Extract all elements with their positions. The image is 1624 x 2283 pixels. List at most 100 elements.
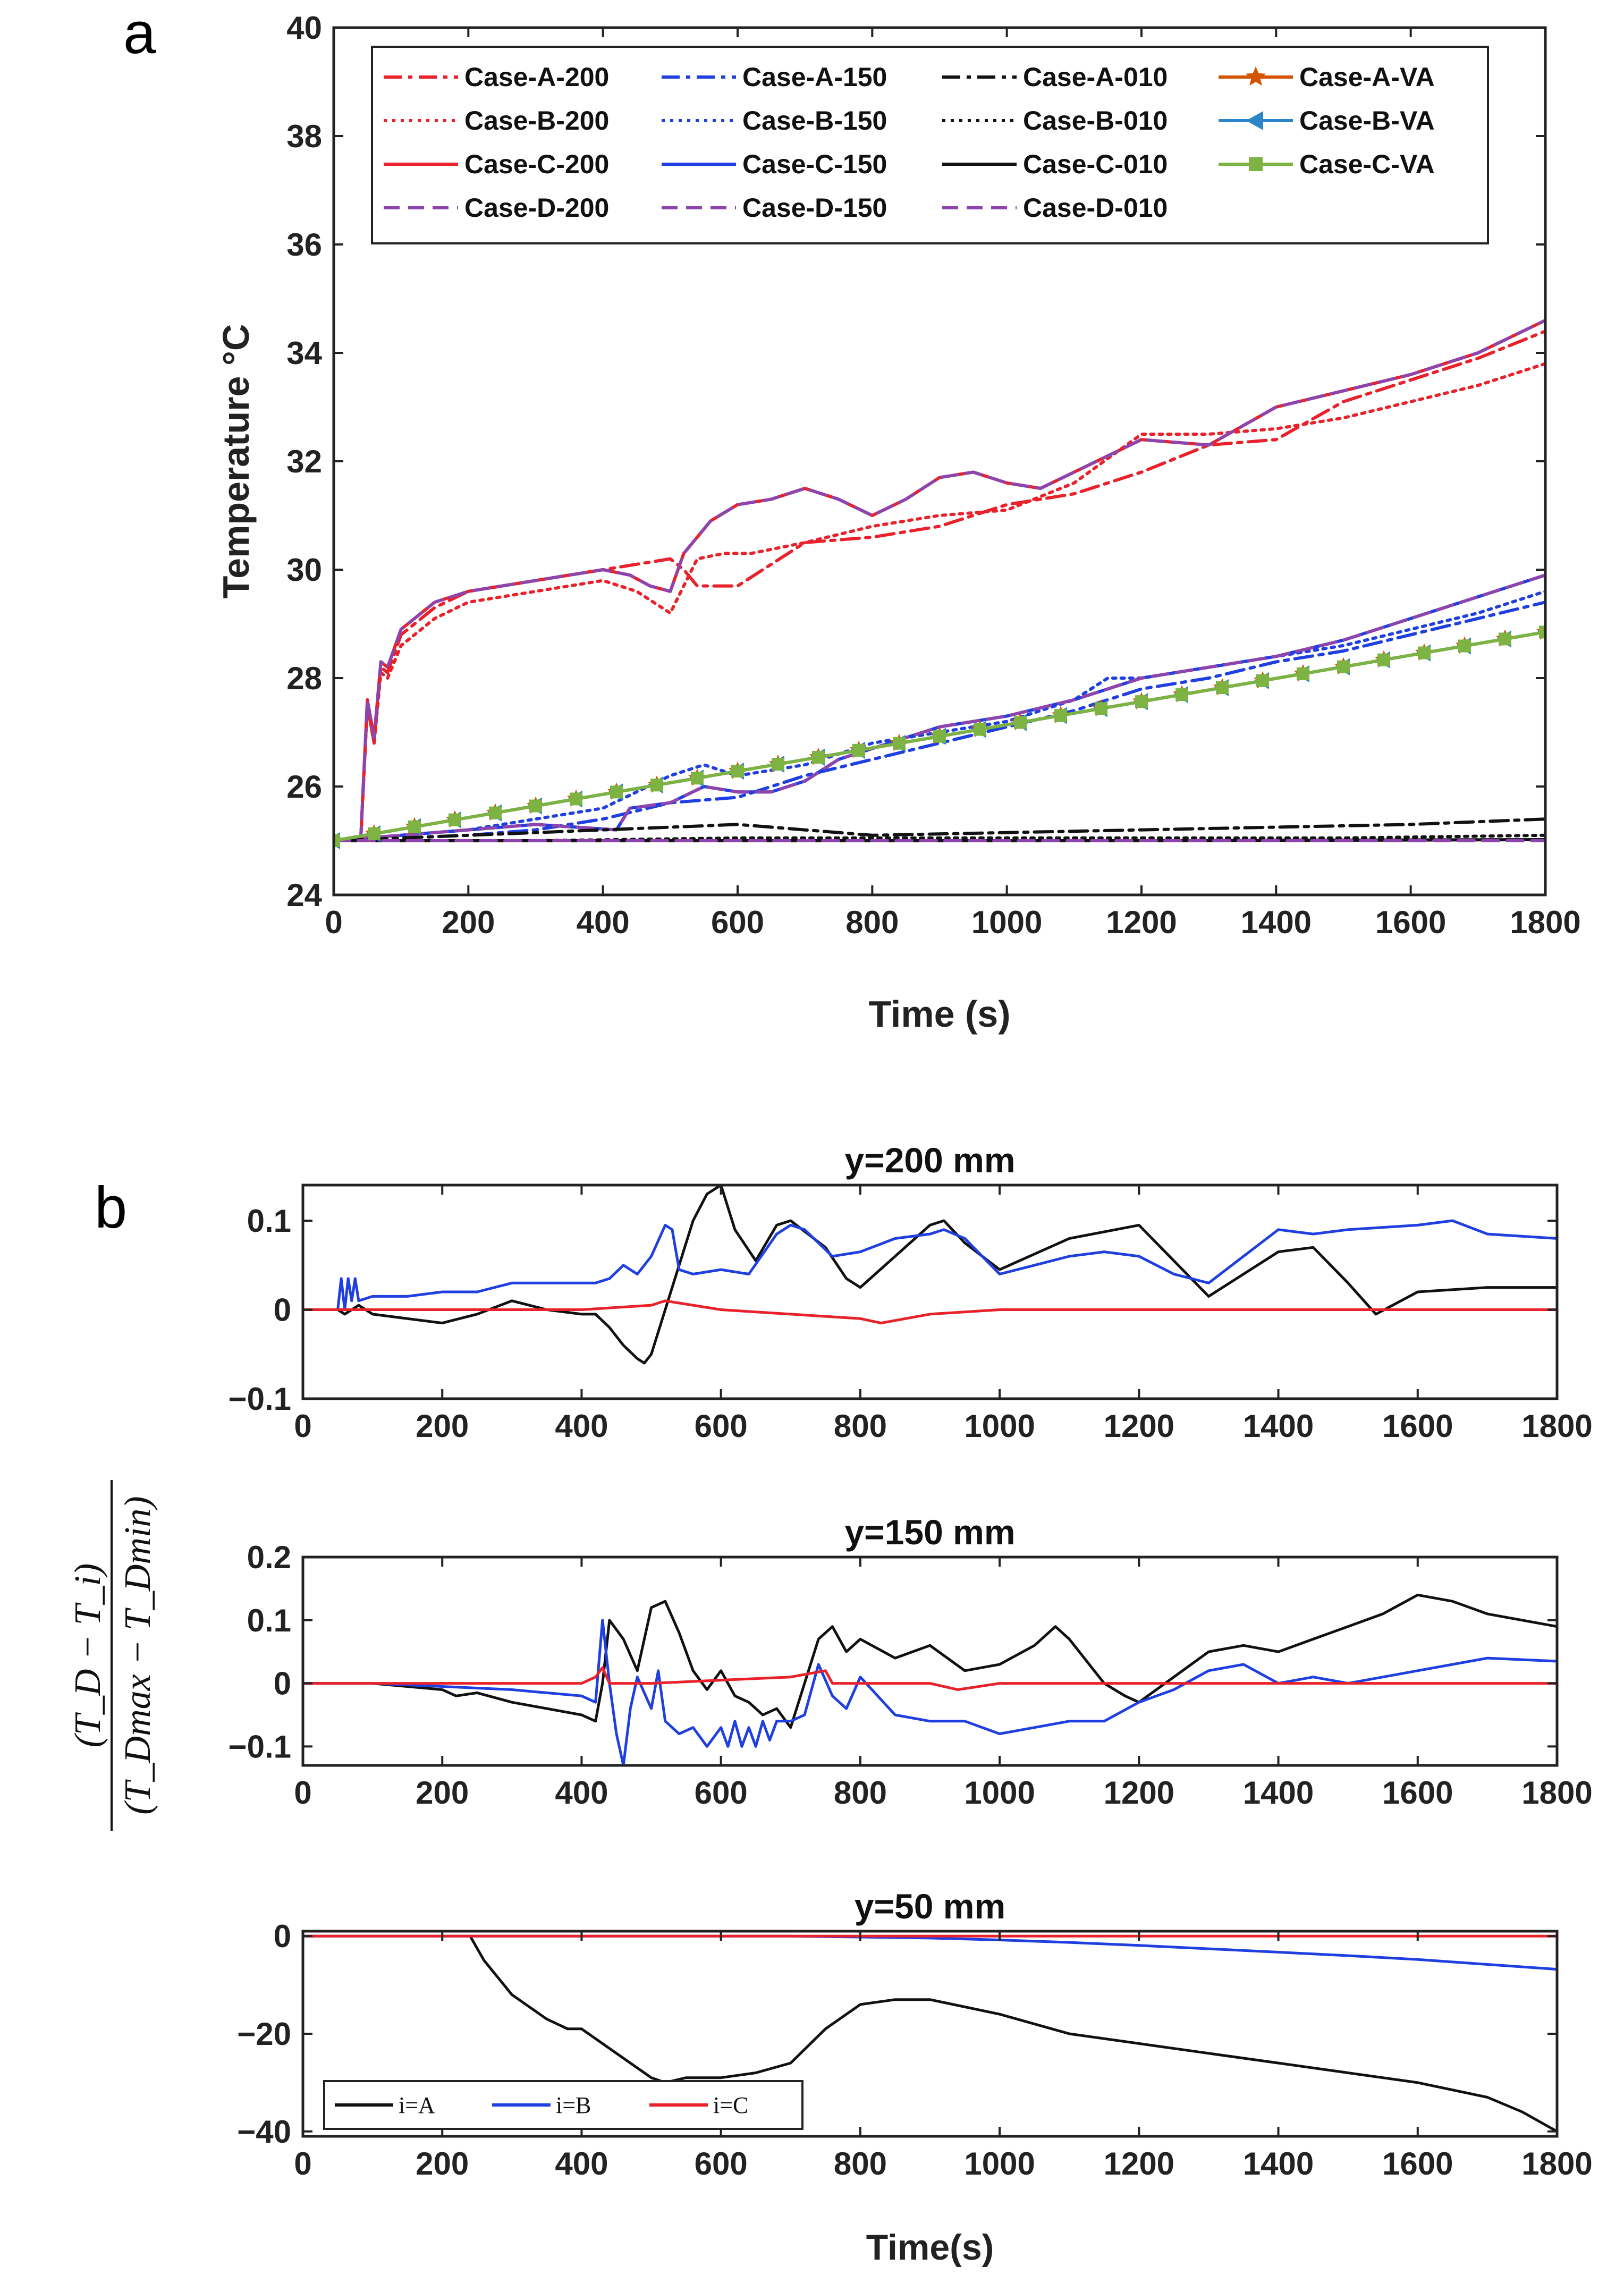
x-tick-label: 600 (695, 2146, 748, 2181)
marker-case-c-va (489, 806, 502, 819)
marker-case-c-va (1256, 674, 1269, 687)
marker-case-c-va (334, 834, 340, 847)
series-line-case-a-150 (334, 601, 1545, 842)
x-tick-label: 1400 (1243, 1408, 1314, 1444)
series-group (303, 1593, 1557, 1765)
marker-case-c-va (570, 792, 582, 806)
legend-label: Case-A-200 (464, 62, 609, 92)
legend-label: i=A (399, 2092, 435, 2118)
legend-frame (371, 46, 1489, 244)
y-tick-label: 26 (286, 769, 322, 805)
x-tick-label: 1800 (1521, 2146, 1592, 2181)
marker-case-c-va (529, 799, 542, 813)
series-line-case-d-200 (334, 318, 1545, 842)
panel-letter-a: a (123, 1, 156, 66)
y-tick-label: 28 (286, 661, 322, 696)
panel-title: y=200 mm (844, 1140, 1015, 1180)
x-tick-label: 0 (294, 2146, 311, 2181)
x-tick-label: 1600 (1375, 904, 1446, 940)
panel-b-y150: 0 200 400 600 800 1000 1200 1400 1600 1800−0.100.… (229, 1512, 1593, 1811)
marker-case-c-va (691, 772, 704, 785)
series-line-case-a-200 (334, 329, 1545, 842)
fraction-numerator: (T_D − T_i) (67, 1563, 108, 1748)
y-tick-label: 0.1 (247, 1603, 291, 1638)
marker-case-c-va (408, 820, 421, 833)
y-tick-label: 0 (274, 1666, 291, 1702)
legend-frame (323, 2080, 803, 2130)
marker-case-c-va (1135, 695, 1148, 708)
marker-case-c-va (772, 758, 784, 771)
legend-label: Case-D-010 (1023, 193, 1168, 223)
x-tick-label: 1400 (1243, 1775, 1314, 1811)
marker-case-c-va (1014, 716, 1027, 729)
legend-marker (1249, 157, 1263, 171)
axes-frame (301, 1555, 1559, 1767)
marker-case-c-va (1297, 667, 1309, 680)
fraction-denominator: (T_Dmax − T_Dmin) (117, 1496, 158, 1814)
marker-case-c-va (1337, 660, 1350, 673)
x-tick-label: 1600 (1382, 1775, 1453, 1811)
y-axis-label: Temperature °C (215, 324, 257, 599)
x-tick-label: 1400 (1243, 2146, 1314, 2181)
series-line-case-b-010 (334, 833, 1545, 842)
marker-case-c-va (650, 779, 663, 792)
marker-case-c-va (1216, 681, 1229, 695)
legend-label: Case-A-010 (1023, 62, 1168, 92)
y-tick-label: 36 (286, 227, 322, 263)
x-tick-label: 200 (442, 904, 495, 940)
x-tick-label: 1000 (964, 2146, 1035, 2181)
x-tick-label: 1000 (971, 904, 1042, 940)
legend-label: Case-B-200 (464, 106, 609, 136)
legend-label: Case-A-VA (1299, 62, 1435, 92)
x-tick-label: 200 (416, 1775, 469, 1811)
x-tick-label: 800 (834, 2146, 887, 2181)
legend-label: Case-C-150 (742, 149, 887, 179)
x-tick-label: 1000 (964, 1775, 1035, 1811)
marker-case-c-va (610, 785, 623, 799)
axes-frame (301, 1183, 1559, 1400)
series-group (334, 318, 1545, 849)
legend-label: Case-B-010 (1023, 106, 1168, 136)
x-tick-label: 1000 (964, 1408, 1035, 1444)
series-line-case-c-200 (334, 318, 1545, 842)
fraction-label: (T_D − T_i) (T_Dmax − T_Dmin) (67, 1480, 158, 1831)
marker-case-c-va (1458, 639, 1471, 653)
x-tick-label: 0 (294, 1408, 311, 1444)
marker-case-c-va (1095, 702, 1107, 715)
x-axis-label: Time (s) (868, 993, 1010, 1035)
marker-case-c-va (1539, 625, 1545, 639)
series-line-case-a-010 (334, 817, 1545, 842)
series-line-i=a (336, 1185, 1557, 1365)
legend-a: Case-A-200 Case-B-200 Case-C-200 Case-D-200… (371, 46, 1489, 244)
marker-case-c-va (1418, 646, 1431, 659)
x-tick-label: 0 (294, 1775, 311, 1811)
y-tick-label: −40 (237, 2114, 291, 2150)
x-tick-label: 400 (555, 2146, 608, 2181)
series-line-i=c (303, 1299, 1557, 1325)
legend-label: Case-C-010 (1023, 149, 1168, 179)
x-tick-label: 1800 (1510, 904, 1580, 940)
x-tick-label: 800 (845, 904, 899, 940)
y-tick-label: −0.1 (229, 1729, 291, 1764)
legend-label: Case-D-200 (464, 193, 609, 223)
marker-case-c-va (974, 723, 986, 736)
legend-label: Case-C-200 (464, 149, 609, 179)
legend-marker (1246, 111, 1263, 130)
legend-label: i=C (713, 2092, 748, 2118)
x-tick-label: 400 (555, 1408, 608, 1444)
series-line-i=b (303, 1934, 1557, 1971)
y-tick-label: 30 (286, 552, 322, 588)
marker-case-c-va (893, 737, 906, 750)
marker-case-c-va (449, 813, 461, 826)
series-line-i=b (336, 1219, 1557, 1311)
legend-label: Case-B-VA (1299, 106, 1435, 136)
series-line-case-b-150 (334, 589, 1545, 842)
panel-title: y=150 mm (844, 1512, 1015, 1552)
marker-case-c-va (1377, 653, 1390, 666)
x-tick-label: 600 (711, 904, 764, 940)
marker-case-c-va (852, 743, 865, 757)
x-tick-label: 1600 (1382, 1408, 1453, 1444)
legend-marker (1246, 66, 1266, 86)
x-tick-label: 1200 (1104, 1408, 1174, 1444)
